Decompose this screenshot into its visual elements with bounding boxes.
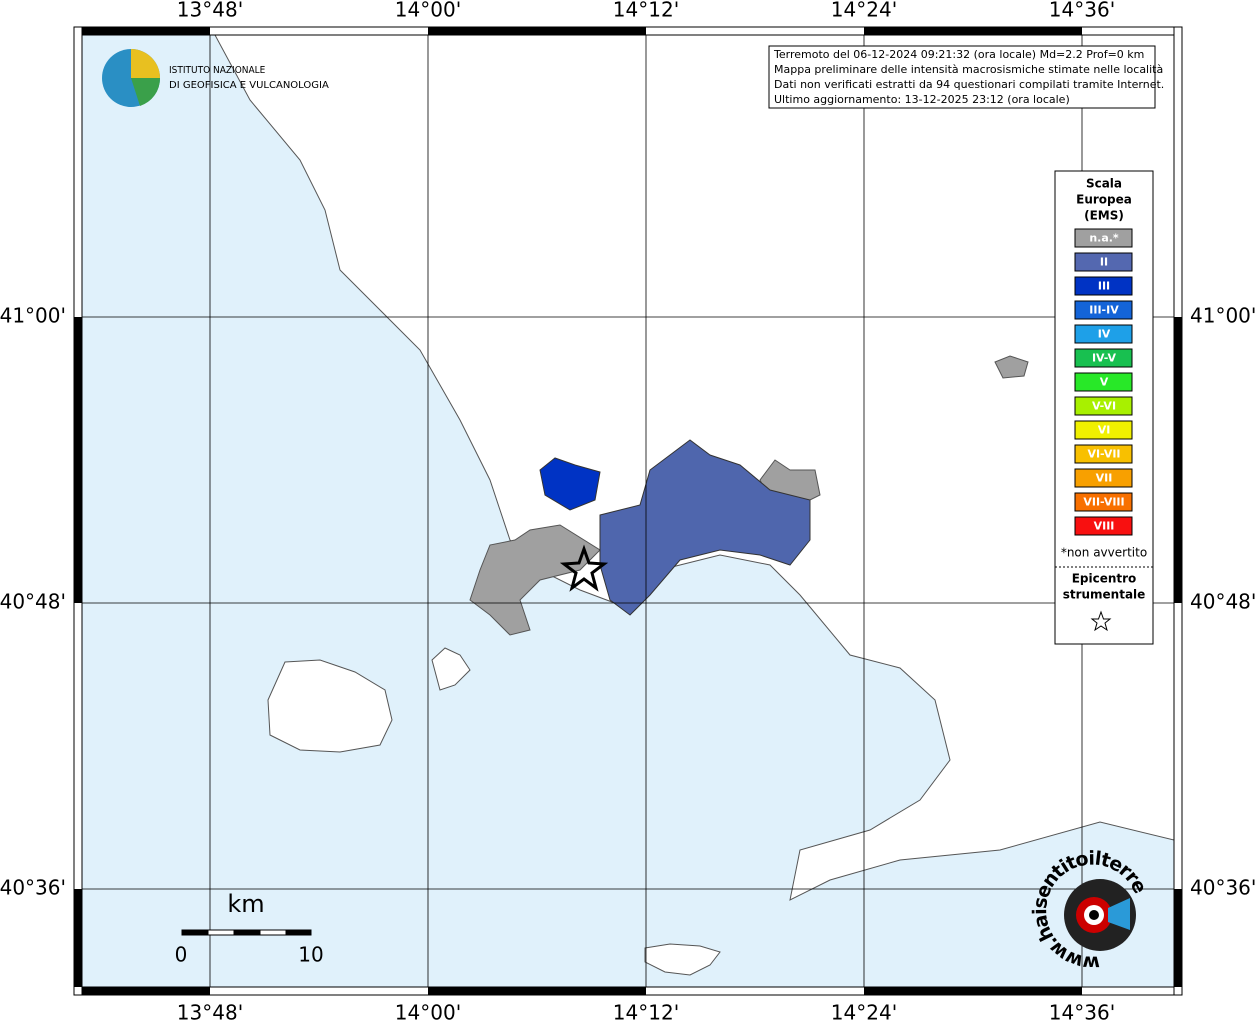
legend-swatch: [1074, 252, 1133, 272]
legend-swatch: [1074, 348, 1133, 368]
area-iii: [539, 457, 601, 511]
lon-label: 14°36': [1049, 1001, 1115, 1024]
lon-label: 14°36': [1049, 0, 1115, 22]
legend-swatch: [1074, 492, 1133, 512]
scale-label: 10: [298, 943, 323, 967]
legend-label: II: [1100, 256, 1108, 269]
logo: ISTITUTO NAZIONALE DI GEOFISICA E VULCAN…: [102, 49, 329, 107]
legend-swatch: [1074, 516, 1133, 536]
legend-title: Scala: [1086, 177, 1122, 191]
legend-epicenter: Epicentro: [1072, 572, 1137, 586]
area-gray: [994, 355, 1029, 379]
legend-label: V-VI: [1092, 400, 1116, 413]
legend-label: III: [1098, 280, 1110, 293]
legend-swatch: [1074, 324, 1133, 344]
lon-label: 13°48': [177, 0, 243, 22]
lon-label: 14°12': [613, 0, 679, 22]
lat-label: 40°48': [0, 590, 66, 614]
capri: [644, 943, 721, 976]
legend-label: VII: [1096, 472, 1113, 485]
legend-epicenter: strumentale: [1063, 588, 1146, 602]
legend-label: n.a.*: [1089, 232, 1119, 245]
info-line: Dati non verificati estratti da 94 quest…: [774, 78, 1164, 91]
info-box: [768, 45, 1156, 109]
ischia: [267, 659, 393, 753]
legend-swatch: [1074, 444, 1133, 464]
legend-title: Europea: [1076, 193, 1132, 207]
lon-label: 14°12': [613, 1001, 679, 1024]
legend-swatch: [1074, 396, 1133, 416]
lat-label: 40°36': [1190, 876, 1256, 900]
lon-label: 14°00': [395, 0, 461, 22]
scale-label: 0: [175, 943, 188, 967]
lat-label: 41°00': [0, 304, 66, 328]
legend-label: VI-VII: [1087, 448, 1120, 461]
logo-text: ISTITUTO NAZIONALE: [169, 65, 266, 76]
lat-label: 40°48': [1190, 590, 1256, 614]
lon-label: 14°24': [831, 1001, 897, 1024]
scale-unit: km: [227, 890, 264, 918]
frame-ticks: [74, 27, 1182, 995]
legend-label: VIII: [1094, 520, 1115, 533]
area-ii: [599, 439, 811, 616]
legend-swatch: [1074, 228, 1133, 248]
legend-label: V: [1100, 376, 1109, 389]
logo-text: DI GEOFISICA E VULCANOLOGIA: [169, 80, 329, 91]
legend-swatch: [1074, 420, 1133, 440]
legend-label: III-IV: [1089, 304, 1119, 317]
legend-swatch: [1074, 300, 1133, 320]
legend-star: [1090, 610, 1112, 632]
lon-label: 14°00': [395, 1001, 461, 1024]
legend-title: (EMS): [1084, 209, 1124, 223]
lat-label: 40°36': [0, 876, 66, 900]
legend-label: VI: [1098, 424, 1111, 437]
info-line: Terremoto del 06-12-2024 09:21:32 (ora l…: [773, 48, 1144, 61]
epicenter: [559, 544, 609, 592]
procida: [431, 647, 471, 691]
area-gray: [469, 524, 601, 636]
legend-label: IV: [1098, 328, 1111, 341]
info-line: Mappa preliminare delle intensità macros…: [774, 63, 1163, 76]
info-line: Ultimo aggiornamento: 13-12-2025 23:12 (…: [774, 93, 1070, 106]
legend-label: VII-VIII: [1083, 496, 1124, 509]
lon-label: 13°48': [177, 1001, 243, 1024]
lat-label: 41°00': [1190, 304, 1256, 328]
lon-label: 14°24': [831, 0, 897, 22]
legend-label: IV-V: [1092, 352, 1117, 365]
legend-swatch: [1074, 276, 1133, 296]
scale-bar: [181, 929, 312, 936]
legend-swatch: [1074, 372, 1133, 392]
legend-swatch: [1074, 468, 1133, 488]
legend-note: *non avvertito: [1061, 546, 1147, 560]
